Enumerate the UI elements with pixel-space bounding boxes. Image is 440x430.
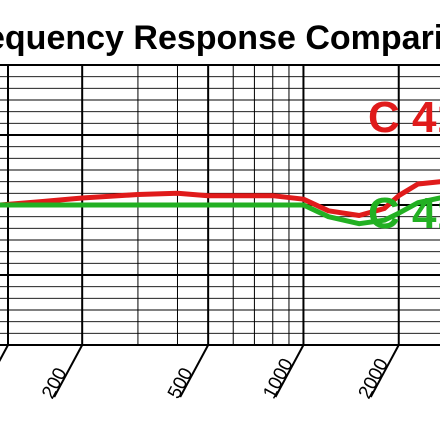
series-lines bbox=[0, 179, 440, 227]
tick-leader-line bbox=[53, 344, 84, 398]
tick-leader-line bbox=[179, 344, 210, 398]
series-line-green bbox=[0, 195, 440, 227]
x-tick-label: 500 bbox=[164, 364, 197, 402]
x-axis-ticks: 200 500 1000 2000 bbox=[0, 344, 400, 402]
tick-leader-line bbox=[0, 344, 9, 362]
tick-leader-line bbox=[369, 344, 400, 398]
series-line-red bbox=[0, 179, 440, 218]
chart-title: Frequency Response Comparison bbox=[0, 19, 440, 57]
tick-leader-line bbox=[274, 344, 305, 398]
series-label-green: C 414 bbox=[368, 189, 440, 238]
series-label-red: C 414 bbox=[368, 93, 440, 142]
x-tick-label: 1000 bbox=[259, 355, 297, 402]
x-tick-label: 2000 bbox=[355, 355, 393, 402]
x-tick-label: 200 bbox=[38, 364, 71, 402]
